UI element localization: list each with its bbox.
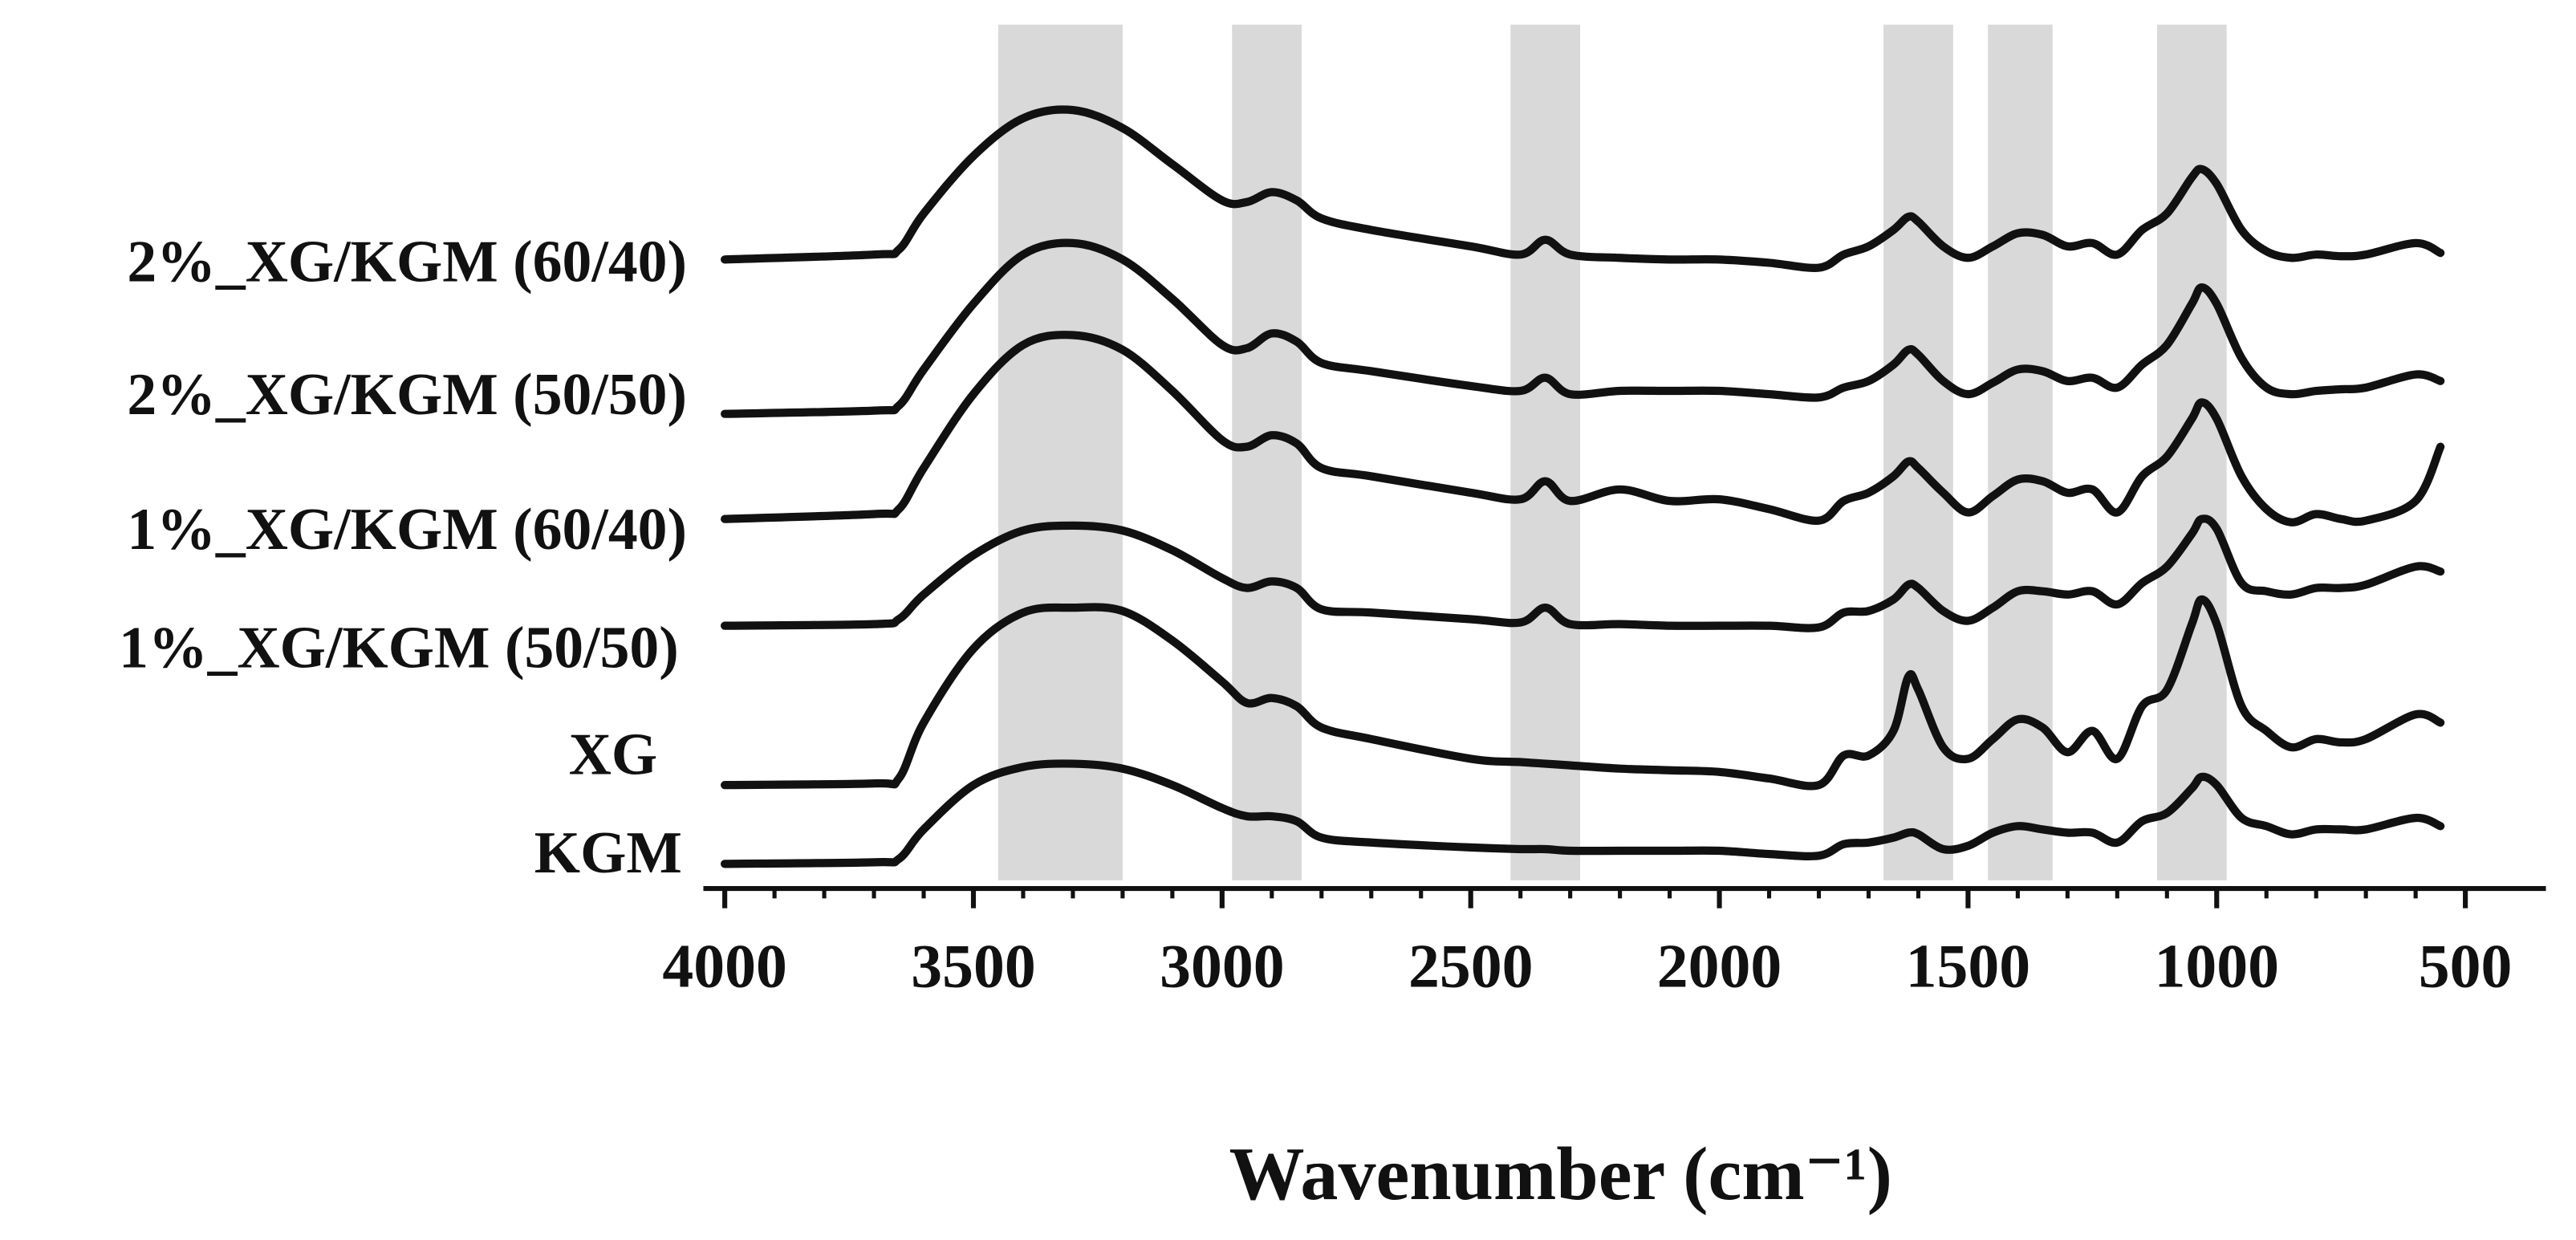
x-tick-label: 2500 <box>1408 931 1534 1000</box>
x-tick-label: 3500 <box>911 931 1035 1000</box>
series-label: XG <box>569 721 657 787</box>
spectrum-line <box>721 514 2445 632</box>
x-axis: 4000 3500 3000 2500 2000 1500 1000 500 <box>662 886 2546 1000</box>
highlight-band <box>997 24 1123 880</box>
spectrum-line <box>721 238 2445 418</box>
highlight-band <box>1988 24 2053 880</box>
x-axis-title: Wavenumber (cm⁻¹) <box>1229 1132 1891 1216</box>
series-label: KGM <box>534 819 682 885</box>
x-tick-label: 1500 <box>1906 931 2030 1000</box>
spectra <box>721 105 2445 868</box>
highlight-band <box>1232 24 1302 880</box>
x-tick-label: 500 <box>2419 931 2513 1000</box>
highlight-band <box>1510 24 1581 880</box>
series-label: 1%_XG/KGM (60/40) <box>127 496 687 562</box>
series-label: 1%_XG/KGM (50/50) <box>119 614 679 680</box>
x-tick-label: 2000 <box>1657 931 1782 1000</box>
bands <box>997 24 2227 880</box>
spectrum-line <box>721 595 2445 791</box>
spectrum-line <box>721 331 2445 526</box>
spectrum-line <box>721 105 2445 272</box>
x-tick-label: 4000 <box>662 931 787 1000</box>
series-label: 2%_XG/KGM (50/50) <box>127 361 687 427</box>
spectrum-line <box>721 759 2445 868</box>
x-tick-label: 3000 <box>1160 931 1285 1000</box>
series-label: 2%_XG/KGM (60/40) <box>127 228 687 294</box>
x-tick-label: 1000 <box>2155 931 2280 1000</box>
